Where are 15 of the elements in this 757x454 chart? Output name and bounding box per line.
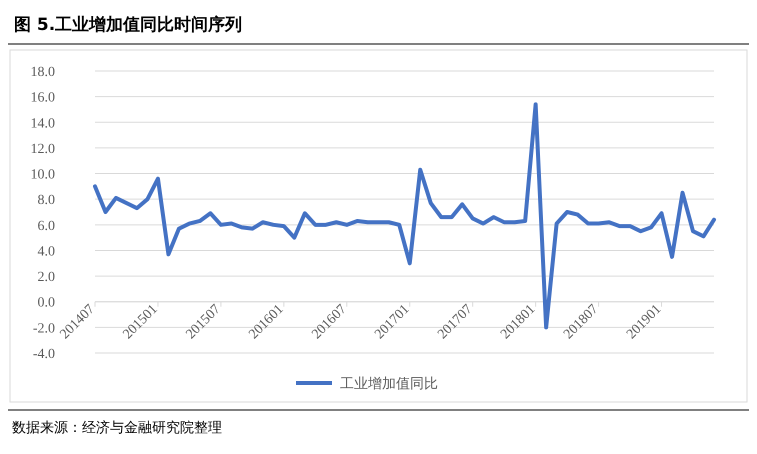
y-tick-label: 10.0 (30, 168, 55, 183)
y-tick-label: 12.0 (30, 142, 55, 157)
legend-label: 工业增加值同比 (340, 376, 438, 392)
y-tick-label: 8.0 (38, 193, 55, 208)
y-tick-label: -2.0 (32, 321, 55, 336)
y-tick-label: 18.0 (30, 65, 55, 80)
y-tick-label: 14.0 (30, 116, 55, 132)
y-tick-label: 2.0 (38, 270, 55, 286)
y-tick-label: -4.0 (32, 347, 55, 362)
y-tick-label: 6.0 (38, 218, 55, 234)
y-tick-label: 0.0 (38, 296, 55, 311)
source-note: 数据来源：经济与金融研究院整理 (12, 420, 222, 436)
chart-title: 图 5.工业增加值同比时间序列 (14, 15, 242, 35)
y-tick-label: 16.0 (30, 90, 55, 106)
y-tick-label: 4.0 (38, 244, 55, 260)
